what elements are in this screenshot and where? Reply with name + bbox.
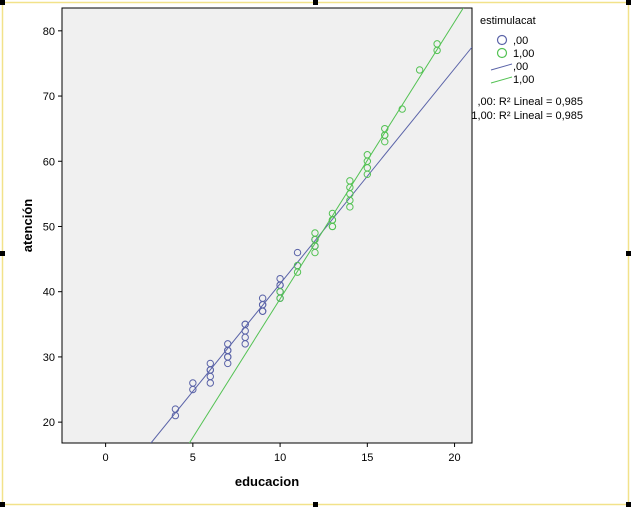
legend-fitlabel-series-1: 1,00 [513, 74, 534, 86]
resize-handle-top-right[interactable] [626, 0, 631, 5]
legend-label-series-0: ,00 [513, 35, 528, 47]
point-series-0 [171, 405, 180, 413]
point-series-0 [189, 379, 197, 387]
point-series-0 [206, 359, 214, 368]
point-series-0 [224, 340, 232, 348]
y-tick-label: 70 [43, 91, 55, 103]
point-series-1 [311, 229, 319, 237]
point-series-1 [328, 209, 337, 218]
y-axis-label: atención [20, 199, 35, 253]
x-tick-label: 0 [103, 452, 109, 464]
fit-line-series-1 [188, 8, 464, 443]
data-points [171, 40, 441, 420]
legend-marker-series-0 [496, 34, 508, 46]
x-tick-label: 5 [190, 452, 196, 464]
point-series-1 [276, 287, 284, 296]
axes: 0 5 10 15 20 20 30 40 50 60 70 80 [43, 26, 461, 464]
point-series-1 [415, 66, 424, 74]
y-tick-label: 30 [43, 352, 55, 364]
point-series-1 [346, 177, 354, 185]
point-series-1 [381, 124, 389, 133]
resize-handle-bottom-center[interactable] [313, 502, 318, 507]
legend-r2-series-1: 1,00: R² Lineal = 0,985 [471, 110, 583, 122]
legend: estimulacat,001,00,001,00,00: R² Lineal … [471, 15, 583, 122]
point-series-1 [433, 40, 441, 48]
x-tick-label: 10 [274, 452, 286, 464]
resize-handle-bottom-right[interactable] [626, 502, 631, 507]
point-series-1 [363, 151, 372, 159]
legend-marker-series-1 [496, 47, 508, 59]
resize-handle-middle-left[interactable] [0, 251, 5, 256]
point-series-1 [398, 105, 406, 113]
plot-area [61, 7, 473, 444]
resize-handle-bottom-left[interactable] [0, 502, 5, 507]
legend-title: estimulacat [480, 15, 536, 27]
y-tick-label: 60 [43, 156, 55, 168]
legend-fitline-series-1 [490, 76, 513, 84]
resize-handle-middle-right[interactable] [626, 251, 631, 256]
resize-handle-top-center[interactable] [313, 0, 318, 5]
y-tick-label: 20 [43, 417, 55, 429]
x-axis-label: educacion [235, 474, 299, 489]
x-tick-label: 20 [448, 452, 460, 464]
legend-label-series-1: 1,00 [513, 48, 534, 60]
legend-fitline-series-0 [490, 63, 513, 71]
y-tick-label: 40 [43, 287, 55, 299]
point-series-0 [258, 294, 267, 302]
legend-fitlabel-series-0: ,00 [513, 61, 528, 73]
point-series-0 [276, 274, 284, 283]
point-series-0 [241, 320, 249, 329]
legend-r2-series-0: ,00: R² Lineal = 0,985 [478, 96, 584, 108]
point-series-1 [293, 261, 302, 270]
point-series-0 [293, 248, 302, 257]
y-tick-label: 50 [43, 221, 55, 233]
resize-handle-top-left[interactable] [0, 0, 5, 5]
x-tick-label: 15 [361, 452, 373, 464]
y-tick-label: 80 [43, 26, 55, 38]
